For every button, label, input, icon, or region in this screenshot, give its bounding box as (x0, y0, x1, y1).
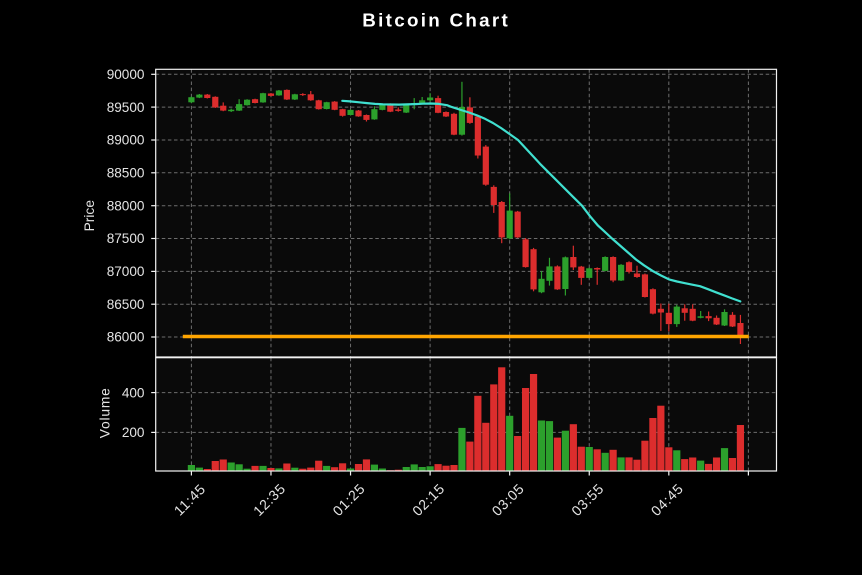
svg-text:400: 400 (122, 385, 145, 400)
svg-text:86500: 86500 (107, 297, 145, 312)
svg-text:Price: Price (82, 200, 97, 232)
svg-text:Volume: Volume (98, 387, 113, 438)
svg-text:88000: 88000 (107, 198, 145, 213)
svg-text:200: 200 (122, 425, 145, 440)
svg-text:90000: 90000 (107, 67, 145, 82)
svg-text:Bitcoin Chart: Bitcoin Chart (362, 10, 510, 31)
svg-text:88500: 88500 (107, 166, 145, 181)
svg-text:86000: 86000 (107, 330, 145, 345)
svg-text:87000: 87000 (107, 264, 145, 279)
svg-text:89000: 89000 (107, 133, 145, 148)
svg-text:87500: 87500 (107, 231, 145, 246)
svg-text:89500: 89500 (107, 100, 145, 115)
